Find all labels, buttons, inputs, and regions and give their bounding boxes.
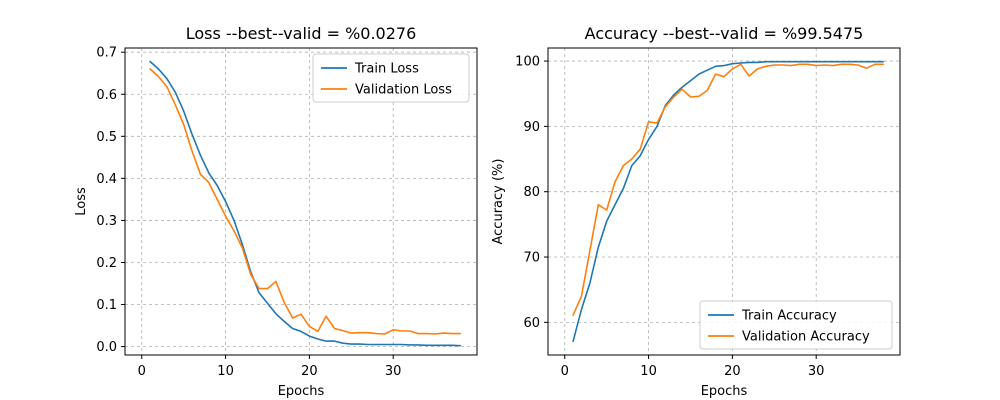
legend-label-2: Validation Loss	[355, 83, 452, 98]
chart-title: Loss --best--valid = %0.0276	[186, 24, 417, 43]
y-tick-label: 0.1	[96, 298, 117, 313]
legend-label-1: Train Accuracy	[741, 309, 837, 324]
y-tick-label: 0.2	[96, 256, 117, 271]
y-tick-label: 0.7	[96, 46, 117, 61]
legend-box	[699, 300, 893, 350]
y-tick-label: 0.5	[96, 130, 117, 145]
x-tick-label: 30	[808, 364, 825, 379]
y-tick-label: 60	[523, 316, 540, 331]
y-tick-label: 0.3	[96, 214, 117, 229]
chart-1: Loss --best--valid = %0.0276 0 10 20 30 0.0 0.…	[74, 24, 478, 399]
series-line-1	[572, 60, 884, 343]
x-tick-label: 0	[138, 364, 146, 379]
y-tick-label: 0.6	[96, 88, 117, 103]
y-tick-label: 0.4	[96, 172, 117, 187]
x-tick-label: 20	[724, 364, 741, 379]
legend-box	[312, 53, 470, 103]
x-axis-label: Epochs	[278, 384, 325, 399]
y-tick-label: 70	[523, 251, 540, 266]
legend-label-1: Train Loss	[354, 62, 419, 77]
chart-title: Accuracy --best--valid = %99.5475	[585, 24, 864, 43]
series-line-2	[149, 68, 461, 335]
series-line-1	[149, 60, 461, 347]
x-tick-label: 10	[640, 364, 657, 379]
y-tick-label: 90	[523, 120, 540, 135]
y-tick-label: 0.0	[96, 340, 117, 355]
x-tick-label: 20	[301, 364, 318, 379]
axes-frame	[547, 47, 901, 356]
series-line-2	[572, 63, 884, 316]
y-axis-label: Loss	[74, 187, 89, 216]
legend-label-2: Validation Accuracy	[742, 330, 870, 345]
x-axis-label: Epochs	[701, 384, 748, 399]
x-tick-label: 0	[561, 364, 569, 379]
y-tick-label: 80	[523, 185, 540, 200]
chart-2: Accuracy --best--valid = %99.5475 0 10 20 30…	[491, 24, 901, 399]
x-tick-label: 10	[217, 364, 234, 379]
y-axis-label: Accuracy (%)	[491, 159, 506, 245]
legend: Train Loss Validation Loss	[312, 53, 470, 103]
axes-frame	[124, 47, 478, 356]
y-tick-label: 100	[515, 55, 540, 70]
legend: Train Accuracy Validation Accuracy	[699, 300, 893, 350]
x-tick-label: 30	[385, 364, 402, 379]
